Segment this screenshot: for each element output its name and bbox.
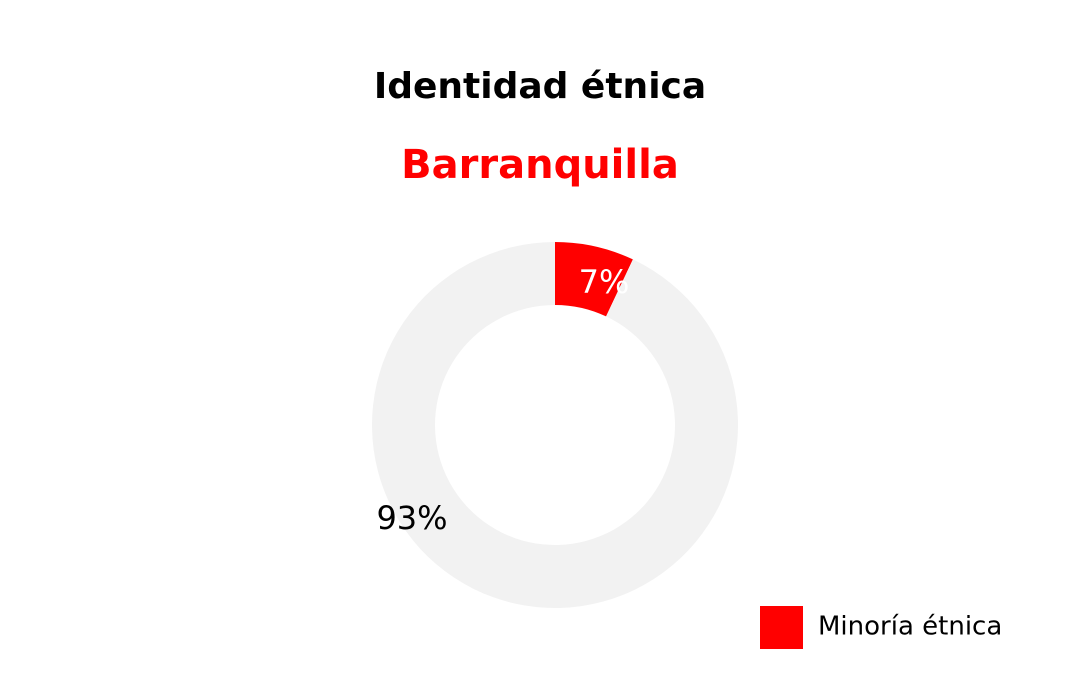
chart-subtitle: Barranquilla (401, 142, 679, 188)
data-label: 93% (376, 499, 447, 537)
legend-swatch (760, 606, 803, 649)
data-label: 7% (579, 263, 630, 301)
donut-slice (555, 242, 633, 317)
legend-label: Minoría étnica (818, 612, 1002, 642)
chart-title: Identidad étnica (374, 66, 706, 107)
donut-slice (371, 242, 739, 608)
